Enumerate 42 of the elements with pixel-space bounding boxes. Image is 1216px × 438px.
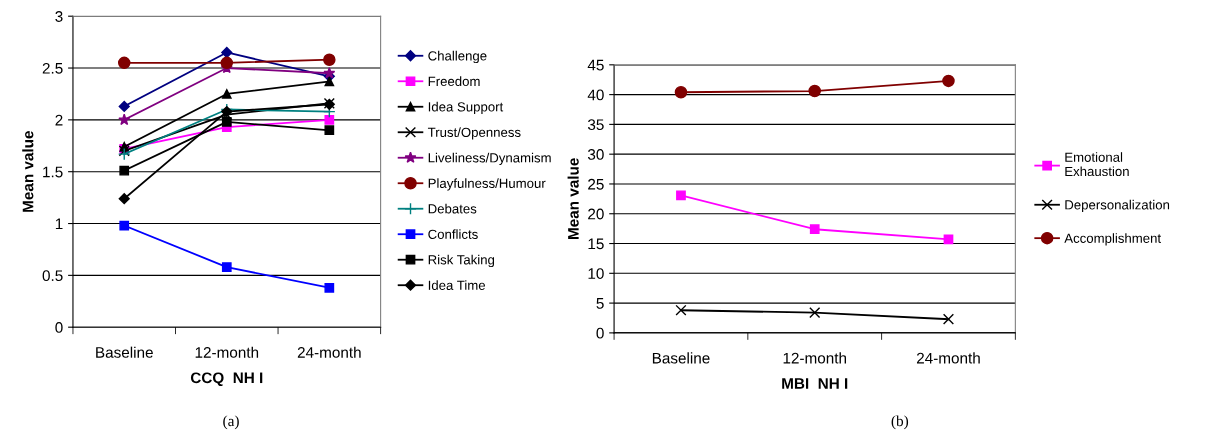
x-tick-label: 12-month (195, 346, 259, 358)
text: (a) (223, 415, 239, 430)
legend-label: Depersonalization (1065, 199, 1170, 213)
legend-label: Idea Support (428, 101, 504, 115)
y-tick-label: 35 (587, 119, 604, 131)
y-tick-label: 2 (55, 114, 63, 126)
x-tick-label: Baseline (652, 352, 710, 364)
legend-label: Emotional Exhaustion (1065, 152, 1129, 177)
legend-label: Idea Time (428, 280, 486, 290)
y-tick-label: 1 (55, 218, 63, 230)
y-tick-label: 0.5 (42, 270, 63, 282)
y-tick-label: 0 (55, 322, 63, 333)
y-tick-label: 5 (596, 298, 604, 309)
x-axis-title: MBI NH I (782, 378, 848, 389)
y-tick-label: 20 (588, 208, 604, 220)
y-tick-label: 25 (588, 178, 604, 190)
legend-label: Conflicts (428, 229, 478, 239)
y-tick-label: 30 (587, 149, 604, 160)
y-axis-title: Mean value (567, 158, 579, 240)
x-tick-label: 12-month (783, 352, 846, 364)
y-tick-label: 45 (587, 59, 604, 71)
y-tick-label: 40 (587, 89, 604, 101)
legend-label: Debates (428, 203, 477, 214)
y-tick-label: 0 (596, 327, 604, 339)
y-tick-label: 1.5 (43, 166, 63, 178)
y-tick-label: 15 (588, 238, 604, 250)
y-axis-title: Mean value (22, 131, 34, 212)
y-tick-label: 2.5 (42, 62, 63, 74)
y-tick-label: 10 (588, 268, 604, 279)
y-tick-label: 3 (55, 11, 63, 22)
x-tick-label: 24-month (297, 346, 361, 358)
legend-label: Trust/Openness (427, 127, 521, 140)
legend-label: Freedom (428, 76, 480, 87)
legend-label: Liveliness/Dynamism (428, 152, 551, 166)
text: (b) (891, 415, 909, 430)
x-axis-title: CCQ NH I (190, 372, 263, 387)
x-tick-label: Baseline (96, 346, 153, 358)
legend-label: Playfulness/Humour (428, 178, 546, 191)
legend-label: Accomplishment (1064, 233, 1161, 246)
legend-label: Challenge (428, 50, 487, 64)
legend-label: Risk Taking (428, 254, 495, 268)
x-tick-label: 24-month (916, 352, 980, 364)
